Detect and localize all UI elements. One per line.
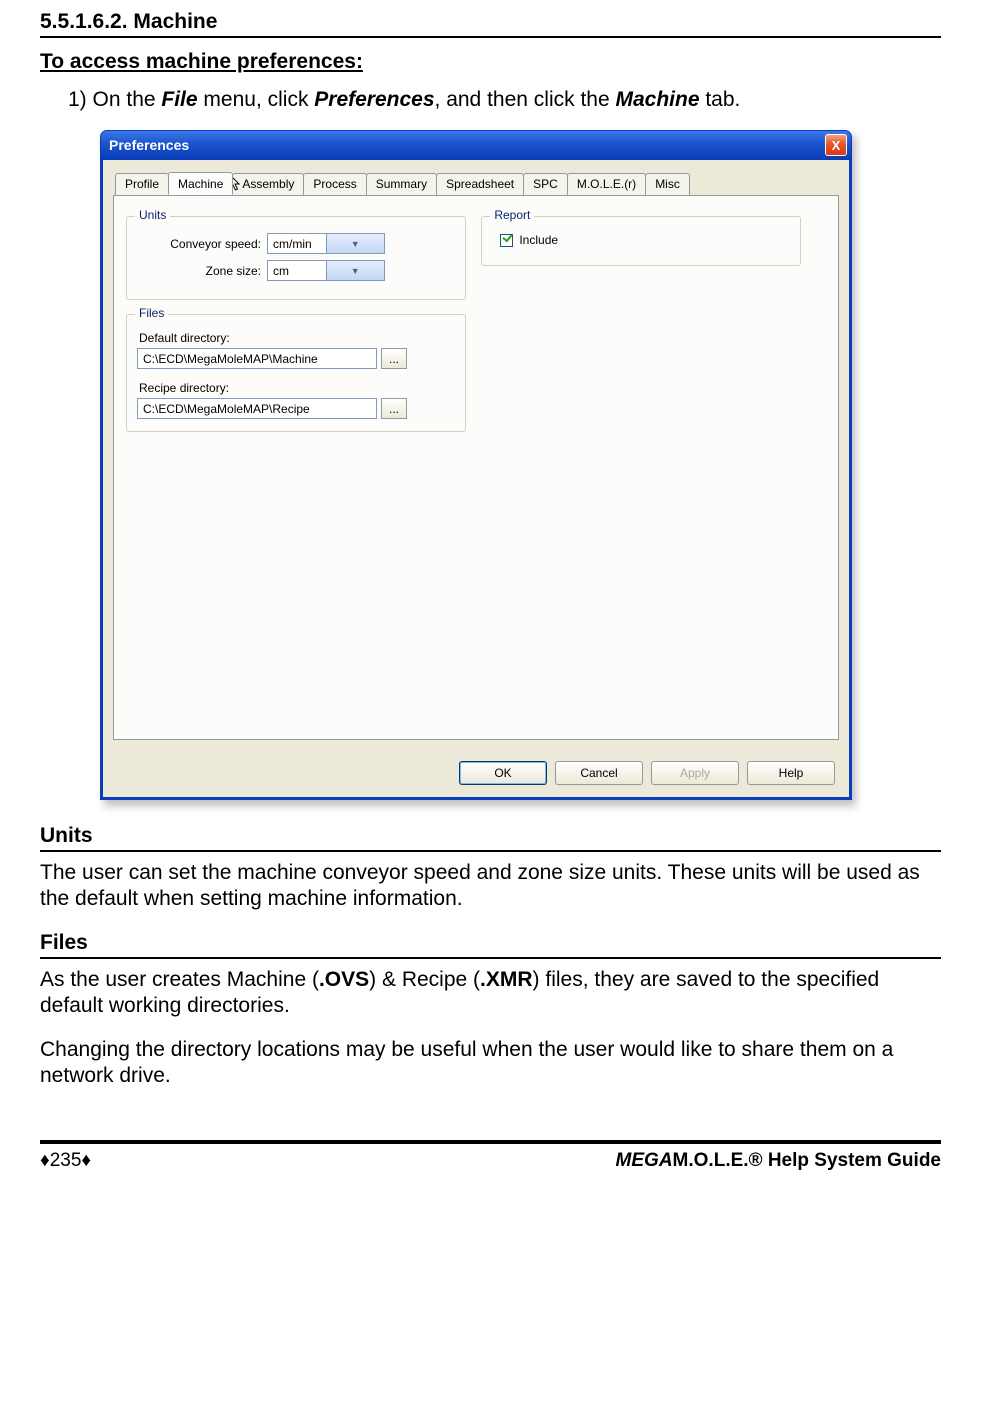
chevron-down-icon: ▼: [326, 261, 385, 280]
guide-title: MEGAM.O.L.E.® Help System Guide: [616, 1150, 941, 1172]
dialog-buttons: OK Cancel Apply Help: [459, 761, 835, 785]
step1-mid2: , and then click the: [435, 88, 616, 111]
apply-button[interactable]: Apply: [651, 761, 739, 785]
fp1c: ) & Recipe (: [369, 968, 480, 991]
fp1a: As the user creates Machine (: [40, 968, 319, 991]
step-1: 1) On the File menu, click Preferences, …: [68, 88, 941, 112]
units-groupbox: Units Conveyor speed: cm/min ▼ Zone size…: [126, 216, 466, 300]
section-number: 5.5.1.6.2. Machine: [40, 10, 941, 38]
xmr-ext: .XMR: [480, 968, 533, 991]
units-paragraph: The user can set the machine conveyor sp…: [40, 860, 941, 913]
default-dir-label: Default directory:: [139, 331, 455, 345]
include-checkbox[interactable]: [500, 234, 513, 247]
step1-prefix: 1) On the: [68, 88, 161, 111]
zone-size-label: Zone size:: [137, 264, 267, 278]
titlebar: Preferences X: [100, 130, 852, 160]
zone-size-value: cm: [268, 264, 326, 278]
files-heading: Files: [40, 931, 941, 959]
tab-spc[interactable]: SPC: [523, 173, 568, 196]
files-groupbox: Files Default directory: ... Recipe dire…: [126, 314, 466, 432]
tab-process[interactable]: Process: [303, 173, 366, 196]
files-paragraph-1: As the user creates Machine (.OVS) & Rec…: [40, 967, 941, 1020]
intro-heading: To access machine preferences:: [40, 50, 941, 74]
help-button[interactable]: Help: [747, 761, 835, 785]
recipe-dir-input[interactable]: [137, 398, 377, 419]
step1-machine: Machine: [615, 88, 699, 111]
cancel-button[interactable]: Cancel: [555, 761, 643, 785]
tab-machine[interactable]: Machine: [168, 172, 233, 195]
tab-profile[interactable]: Profile: [115, 173, 169, 196]
conveyor-speed-label: Conveyor speed:: [137, 237, 267, 251]
report-legend: Report: [490, 208, 534, 222]
preferences-dialog: Preferences X Profile Machine Assembly P…: [100, 130, 852, 800]
ovs-ext: .OVS: [319, 968, 369, 991]
page-number: ♦235♦: [40, 1150, 91, 1172]
tab-misc[interactable]: Misc: [645, 173, 690, 196]
step1-preferences: Preferences: [314, 88, 434, 111]
files-legend: Files: [135, 306, 168, 320]
zone-size-combo[interactable]: cm ▼: [267, 260, 385, 281]
chevron-down-icon: ▼: [326, 234, 385, 253]
dialog-body: Profile Machine Assembly Process Summary…: [100, 160, 852, 800]
units-legend: Units: [135, 208, 170, 222]
tab-page: Units Conveyor speed: cm/min ▼ Zone size…: [113, 195, 839, 740]
step1-file: File: [161, 88, 197, 111]
step1-mid1: menu, click: [198, 88, 315, 111]
default-dir-browse-button[interactable]: ...: [381, 348, 407, 369]
recipe-dir-browse-button[interactable]: ...: [381, 398, 407, 419]
tab-summary[interactable]: Summary: [366, 173, 437, 196]
close-button[interactable]: X: [825, 134, 847, 156]
page-footer: ♦235♦ MEGAM.O.L.E.® Help System Guide: [40, 1140, 941, 1184]
dialog-title: Preferences: [109, 137, 825, 153]
conveyor-speed-value: cm/min: [268, 237, 326, 251]
tab-mole[interactable]: M.O.L.E.(r): [567, 173, 646, 196]
report-groupbox: Report Include: [481, 216, 801, 266]
recipe-dir-label: Recipe directory:: [139, 381, 455, 395]
guide-rest: M.O.L.E.® Help System Guide: [673, 1150, 941, 1171]
ok-button[interactable]: OK: [459, 761, 547, 785]
files-paragraph-2: Changing the directory locations may be …: [40, 1037, 941, 1090]
tab-assembly[interactable]: Assembly: [232, 173, 304, 196]
units-heading: Units: [40, 824, 941, 852]
tab-spreadsheet[interactable]: Spreadsheet: [436, 173, 524, 196]
guide-mega: MEGA: [616, 1150, 673, 1171]
step1-suffix: tab.: [700, 88, 741, 111]
tabstrip: Profile Machine Assembly Process Summary…: [115, 172, 839, 195]
conveyor-speed-combo[interactable]: cm/min ▼: [267, 233, 385, 254]
include-label: Include: [519, 233, 558, 247]
default-dir-input[interactable]: [137, 348, 377, 369]
